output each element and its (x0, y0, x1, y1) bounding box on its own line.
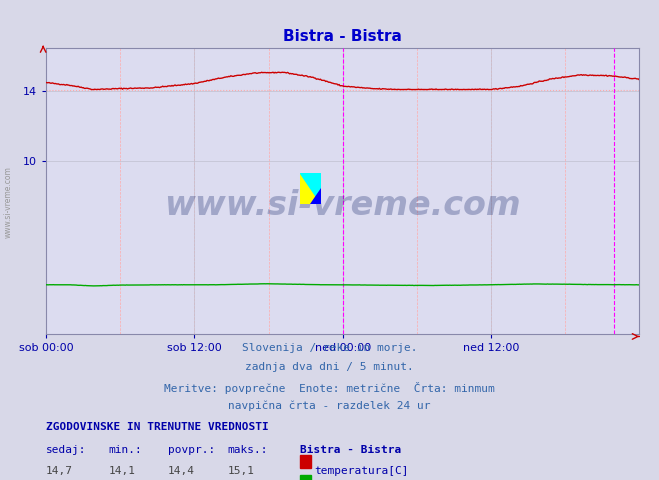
Text: Slovenija / reke in morje.: Slovenija / reke in morje. (242, 343, 417, 353)
Text: ZGODOVINSKE IN TRENUTNE VREDNOSTI: ZGODOVINSKE IN TRENUTNE VREDNOSTI (46, 422, 269, 432)
Text: Bistra - Bistra: Bistra - Bistra (300, 445, 401, 456)
Text: sedaj:: sedaj: (46, 445, 86, 456)
Text: povpr.:: povpr.: (168, 445, 215, 456)
Polygon shape (310, 189, 321, 204)
Text: 15,1: 15,1 (227, 466, 254, 476)
Text: min.:: min.: (109, 445, 142, 456)
Polygon shape (300, 173, 321, 204)
Text: navpična črta - razdelek 24 ur: navpična črta - razdelek 24 ur (228, 401, 431, 411)
Text: zadnja dva dni / 5 minut.: zadnja dva dni / 5 minut. (245, 362, 414, 372)
Text: maks.:: maks.: (227, 445, 268, 456)
Text: temperatura[C]: temperatura[C] (314, 466, 409, 476)
Polygon shape (300, 173, 321, 204)
Text: Meritve: povprečne  Enote: metrične  Črta: minmum: Meritve: povprečne Enote: metrične Črta:… (164, 382, 495, 394)
Text: 14,4: 14,4 (168, 466, 195, 476)
Text: www.si-vreme.com: www.si-vreme.com (3, 166, 13, 238)
Text: 14,7: 14,7 (46, 466, 73, 476)
Text: www.si-vreme.com: www.si-vreme.com (164, 189, 521, 222)
Title: Bistra - Bistra: Bistra - Bistra (283, 29, 402, 44)
Text: 14,1: 14,1 (109, 466, 136, 476)
